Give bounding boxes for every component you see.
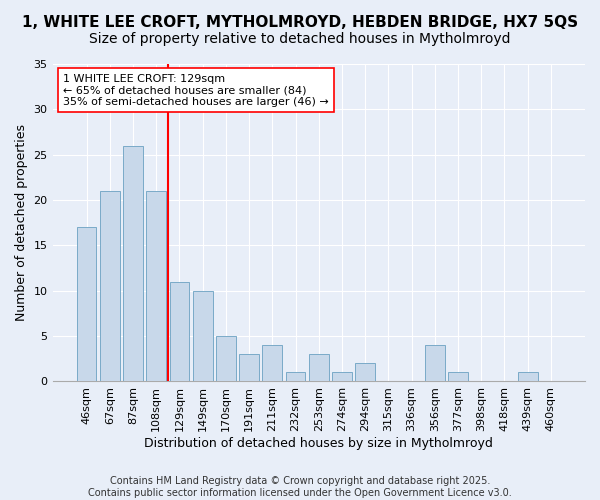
Bar (100, 191, 119, 382)
Text: 1 WHITE LEE CROFT: 129sqm
← 65% of detached houses are smaller (84)
35% of semi-: 1 WHITE LEE CROFT: 129sqm ← 65% of detac… (63, 74, 329, 106)
Bar (448, 372, 468, 382)
Bar (518, 372, 538, 382)
Bar (309, 354, 329, 382)
Bar (216, 336, 236, 382)
Bar (332, 372, 352, 382)
X-axis label: Distribution of detached houses by size in Mytholmroyd: Distribution of detached houses by size … (145, 437, 493, 450)
Bar (193, 291, 212, 382)
Bar (123, 146, 143, 382)
Bar (355, 364, 375, 382)
Bar (170, 282, 190, 382)
Y-axis label: Number of detached properties: Number of detached properties (15, 124, 28, 321)
Text: 1, WHITE LEE CROFT, MYTHOLMROYD, HEBDEN BRIDGE, HX7 5QS: 1, WHITE LEE CROFT, MYTHOLMROYD, HEBDEN … (22, 15, 578, 30)
Bar (425, 345, 445, 382)
Text: Contains HM Land Registry data © Crown copyright and database right 2025.
Contai: Contains HM Land Registry data © Crown c… (88, 476, 512, 498)
Bar (262, 345, 282, 382)
Bar (286, 372, 305, 382)
Bar (239, 354, 259, 382)
Bar (77, 228, 97, 382)
Bar (146, 191, 166, 382)
Text: Size of property relative to detached houses in Mytholmroyd: Size of property relative to detached ho… (89, 32, 511, 46)
